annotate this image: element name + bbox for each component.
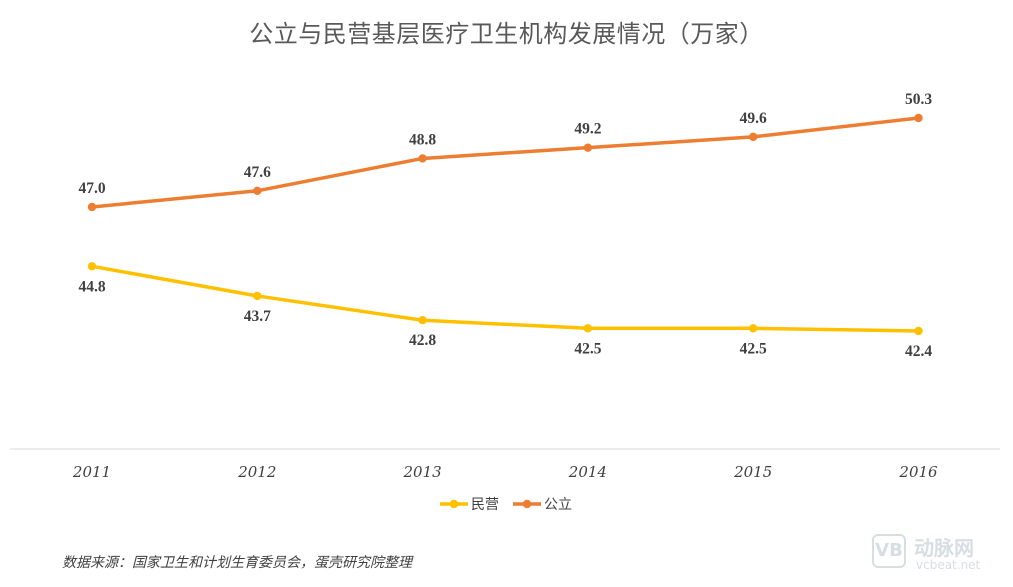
data-label-public: 49.6 — [740, 110, 767, 127]
watermark: VB 动脉网 vcbeat.net — [872, 532, 1002, 576]
data-label-public: 47.6 — [244, 164, 271, 181]
data-label-private: 42.8 — [409, 332, 436, 349]
watermark-name: 动脉网 — [914, 536, 974, 560]
series-layer: 47.0 47.6 48.8 49.2 49.6 50.3 44.8 43.7 42.8 42.5… — [78, 91, 932, 360]
legend-marker-private — [449, 499, 459, 509]
x-tick-label: 2011 — [72, 463, 111, 481]
x-tick-label: 2014 — [568, 463, 607, 481]
data-label-private: 42.4 — [905, 343, 932, 360]
data-label-public: 48.8 — [409, 131, 436, 148]
watermark-logo-icon: VB — [872, 534, 906, 568]
data-point-public — [749, 132, 758, 142]
legend-marker-public — [522, 499, 532, 509]
data-point-private — [418, 316, 427, 325]
x-tick-label: 2013 — [403, 463, 442, 481]
x-tick-label: 2015 — [733, 463, 772, 481]
legend-label-private: 民营 — [471, 497, 499, 513]
x-tick-label: 2012 — [237, 463, 276, 481]
data-point-private — [87, 262, 97, 271]
data-label-public: 49.2 — [574, 121, 601, 138]
data-point-private — [914, 326, 923, 336]
source-note: 数据来源：国家卫生和计划生育委员会，蛋壳研究院整理 — [62, 555, 412, 571]
series-line-public — [90, 116, 921, 209]
x-tick-labels: 2011 2012 2013 2014 2015 2016 — [72, 463, 938, 481]
data-point-public — [253, 186, 262, 195]
watermark-url: vcbeat.net — [916, 558, 981, 572]
data-label-private: 44.8 — [78, 278, 105, 295]
x-tick-label: 2016 — [898, 463, 938, 481]
data-label-public: 47.0 — [78, 180, 105, 197]
data-point-private — [583, 324, 593, 333]
data-label-private: 43.7 — [244, 308, 271, 325]
data-point-public — [914, 113, 923, 123]
legend: 民营 公立 — [440, 497, 572, 513]
series-line-private — [90, 264, 921, 333]
data-label-private: 42.5 — [574, 340, 601, 357]
data-point-public — [87, 202, 97, 212]
data-point-public — [418, 154, 427, 163]
chart-title: 公立与民营基层医疗卫生机构发展情况（万家） — [249, 20, 764, 48]
data-point-private — [253, 291, 262, 301]
data-label-public: 50.3 — [905, 91, 932, 108]
data-point-private — [749, 324, 758, 333]
legend-label-public: 公立 — [544, 497, 572, 513]
data-point-public — [583, 143, 593, 152]
data-label-private: 42.5 — [740, 340, 767, 357]
